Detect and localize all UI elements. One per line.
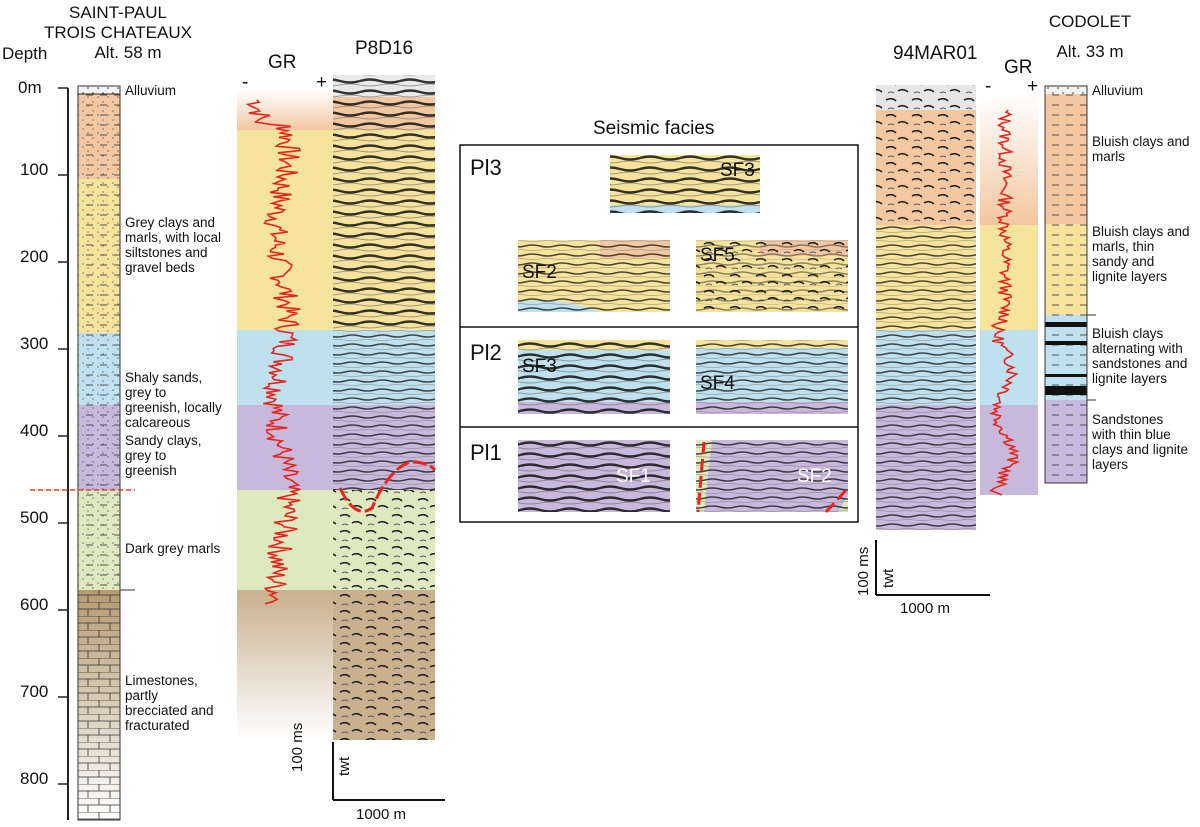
- facies-unit-label: Pl3: [470, 155, 502, 180]
- facies-sample-label: SF1: [616, 466, 651, 487]
- depth-tick-label: 0m: [18, 78, 42, 97]
- facies-unit-label: Pl2: [470, 340, 502, 365]
- facies-sample-pl2-sf3: [518, 340, 670, 414]
- depth-tick-label: 700: [20, 682, 49, 701]
- seismic-section-right: [876, 85, 976, 530]
- left-depth-axis: [58, 87, 69, 820]
- right-well-altitude: Alt. 33 m: [1056, 42, 1124, 61]
- lithology-label-left: Grey clays and marls, with local siltsto…: [125, 215, 222, 275]
- lithology-label-left: Alluvium: [125, 83, 177, 98]
- facies-sample-label: SF3: [720, 160, 755, 181]
- facies-box-title: Seismic facies: [593, 118, 715, 139]
- facies-sample-pl1-sf2: [696, 440, 850, 514]
- lithology-label-right: Bluish clays and marls, thin sandy and l…: [1092, 224, 1190, 284]
- gr-curve-right: [988, 109, 1021, 496]
- scale-right-time: 100 ms: [855, 546, 872, 596]
- lithology-label-right: Sandstones with thin blue clays and lign…: [1092, 412, 1189, 472]
- left-well-altitude: Alt. 58 m: [94, 43, 162, 62]
- facies-sample-label: SF5: [700, 245, 735, 266]
- depth-tick-label: 500: [20, 508, 49, 527]
- gr-curve-left: [245, 99, 302, 605]
- lithology-label-left: Limestones, partly brecciated and fractu…: [125, 673, 214, 733]
- depth-tick-label: 400: [20, 421, 49, 440]
- gr-left-minus: -: [242, 72, 249, 93]
- scale-bar-right: [875, 540, 990, 596]
- scale-left-twt: twt: [336, 756, 353, 776]
- right-well-column: [1044, 85, 1096, 484]
- gr-left-plus: +: [316, 72, 328, 93]
- depth-tick-label: 800: [20, 769, 49, 788]
- seismic-section-left: [333, 75, 437, 740]
- gr-right-label: GR: [1004, 57, 1033, 78]
- gr-log-left: [237, 90, 333, 740]
- lithology-label-left: Sandy clays, grey to greenish: [125, 433, 202, 478]
- left-well-column: [30, 85, 135, 821]
- facies-sample-pl3-sf2: [518, 240, 670, 312]
- scale-right-twt: twt: [880, 568, 897, 588]
- gr-right-minus: -: [985, 76, 992, 97]
- depth-tick-label: 600: [20, 595, 49, 614]
- scale-bar-left: [332, 742, 445, 801]
- facies-sample-label: SF4: [700, 373, 735, 394]
- depth-label: Depth: [2, 44, 48, 63]
- seismic-right-name: 94MAR01: [893, 43, 978, 64]
- facies-sample-pl3-sf5: [696, 240, 848, 312]
- right-well-name: CODOLET: [1048, 12, 1132, 31]
- facies-sample-label: SF2: [522, 262, 557, 283]
- depth-tick-label: 100: [20, 160, 49, 179]
- lithology-label-right: Alluvium: [1092, 83, 1144, 98]
- scale-left-dist: 1000 m: [356, 806, 407, 823]
- left-well-name-line2: TROIS CHATEAUX: [44, 23, 192, 42]
- facies-unit-label: Pl1: [470, 440, 502, 465]
- lithology-label-left: Shaly sands, grey to greenish, locally c…: [125, 370, 222, 430]
- gr-left-label: GR: [268, 52, 297, 73]
- scale-right-dist: 1000 m: [900, 600, 951, 617]
- gr-log-right: [980, 95, 1038, 496]
- seismic-left-name: P8D16: [355, 38, 414, 59]
- facies-sample-pl1-sf1: [518, 440, 670, 512]
- depth-tick-label: 200: [20, 247, 49, 266]
- facies-sample-pl3-sf3: [610, 155, 760, 213]
- lithology-label-left: Dark grey marls: [125, 541, 221, 556]
- left-well-name-line1: SAINT-PAUL: [69, 3, 167, 22]
- scale-left-time: 100 ms: [289, 722, 306, 772]
- gr-right-plus: +: [1027, 76, 1039, 97]
- depth-tick-label: 300: [20, 334, 49, 353]
- facies-sample-label: SF2: [797, 466, 832, 487]
- facies-sample-pl2-sf4: [696, 340, 848, 414]
- lithology-label-right: Bluish clays and marls: [1092, 134, 1190, 164]
- facies-sample-label: SF3: [522, 356, 557, 377]
- lithology-label-right: Bluish clays alternating with sandstones…: [1092, 326, 1188, 386]
